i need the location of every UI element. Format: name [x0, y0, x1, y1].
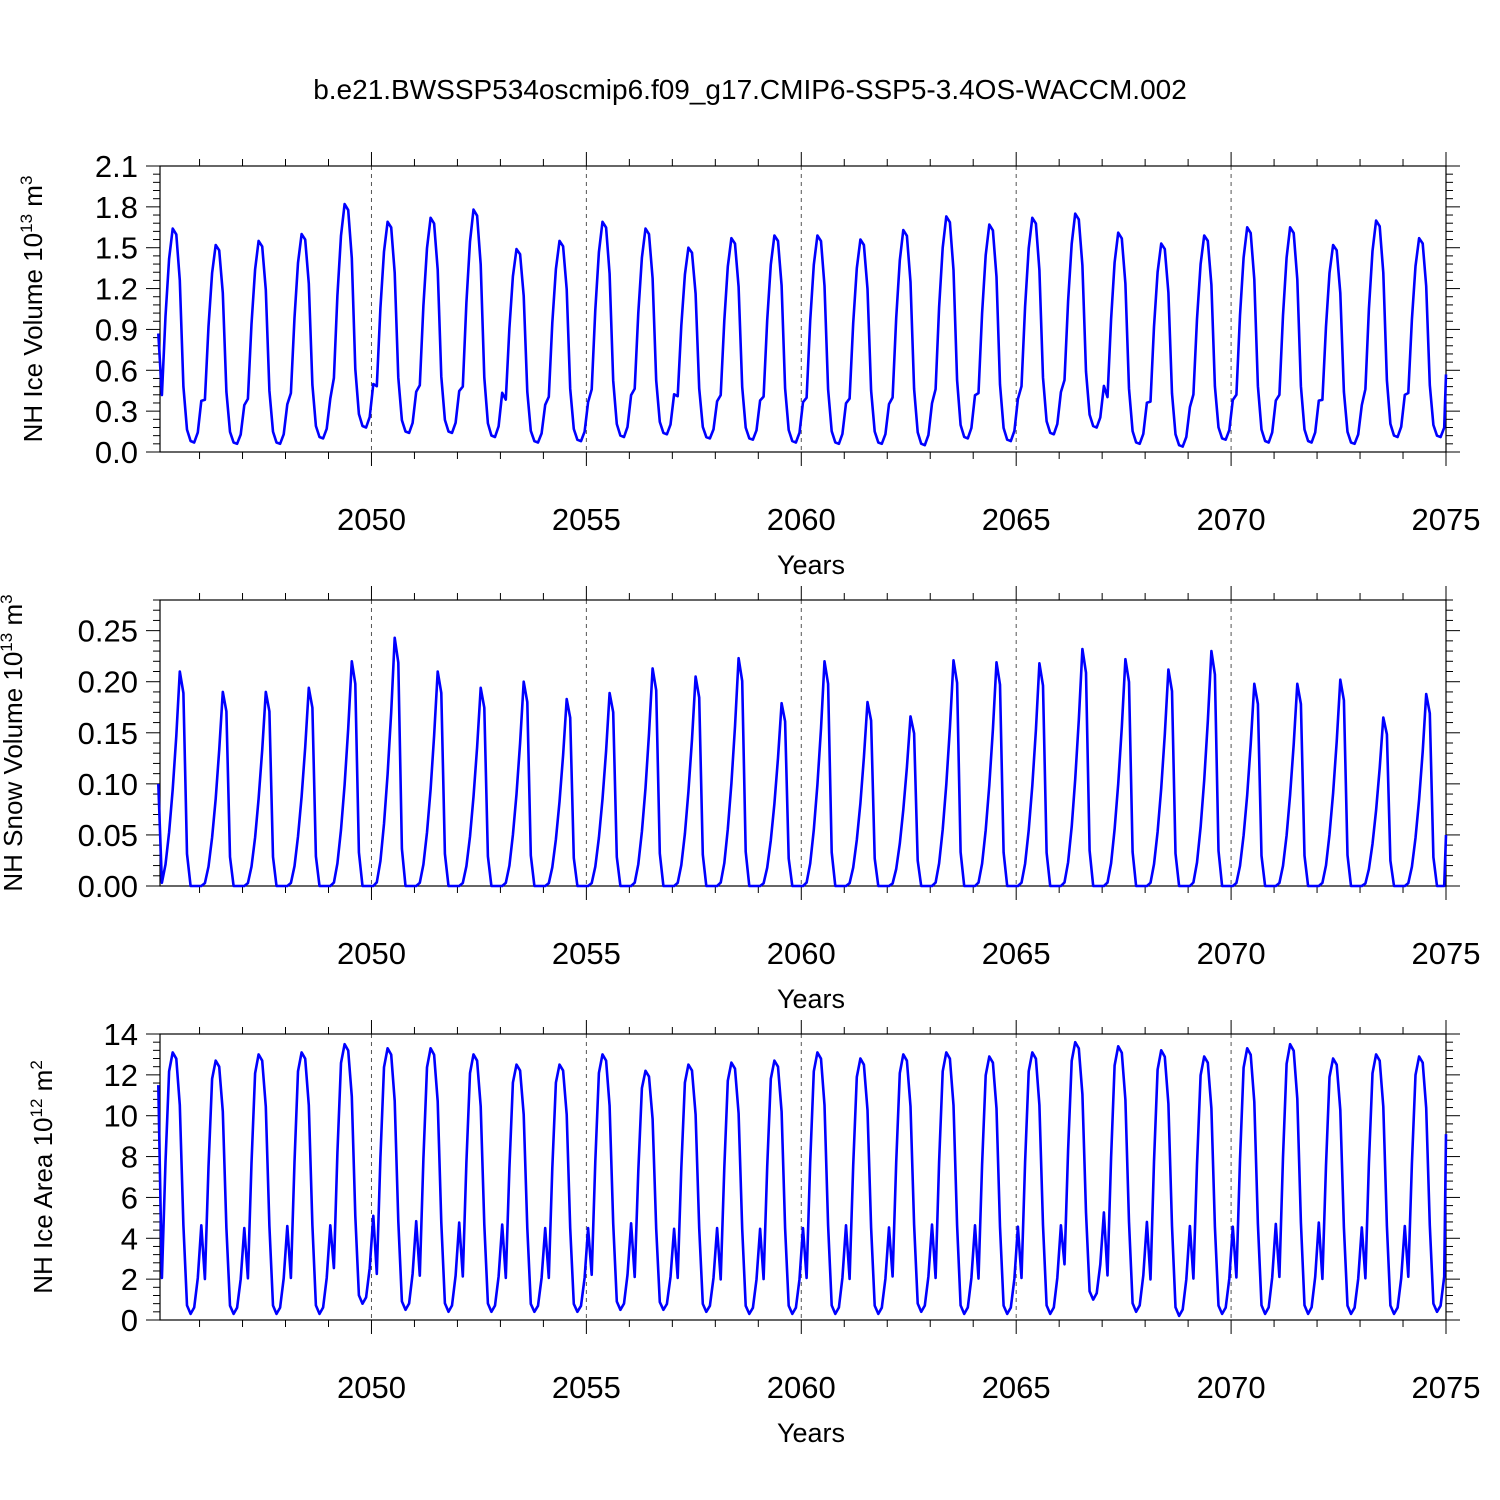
x-tick-label: 2075	[1412, 502, 1481, 537]
y-tick-label: 0.3	[95, 394, 138, 429]
x-tick-label: 2065	[982, 1370, 1051, 1405]
x-tick-label: 2050	[337, 936, 406, 971]
y-tick-label: 0.6	[95, 353, 138, 388]
y-tick-label: 0.0	[95, 435, 138, 470]
x-tick-label: 2055	[552, 1370, 621, 1405]
y-axis-label-main: NH Ice Area 10	[28, 1117, 58, 1293]
x-tick-label: 2070	[1197, 1370, 1266, 1405]
x-axis-label: Years	[777, 1418, 845, 1448]
x-tick-label: 2055	[552, 502, 621, 537]
y-tick-label: 0.10	[78, 767, 138, 802]
y-axis-label-unit-exponent: 3	[0, 594, 16, 603]
series-line-snow-volume	[157, 636, 1448, 888]
y-tick-label: 2.1	[95, 149, 138, 184]
y-tick-label: 8	[121, 1140, 138, 1175]
y-tick-label: 1.5	[95, 231, 138, 266]
x-tick-label: 2060	[767, 1370, 836, 1405]
y-tick-label: 1.2	[95, 272, 138, 307]
panel-ice-volume: 2050 2055 2060 2065 2070 2075 0.0 0.3 0.6 0.9 1.2 1…	[17, 149, 1480, 580]
plot-frame	[159, 165, 1447, 453]
y-axis-label: NH Snow Volume 1013 m3	[0, 594, 28, 891]
y-axis-label: NH Ice Volume 1013 m3	[17, 176, 48, 443]
x-axis-label: Years	[777, 550, 845, 580]
y-tick-label: 4	[121, 1221, 138, 1256]
y-axis-label-unit: m	[28, 1070, 58, 1099]
x-tick-label: 2075	[1412, 936, 1481, 971]
y-tick-label: 2	[121, 1262, 138, 1297]
panel-ice-area: 2050 2055 2060 2065 2070 2075 0 2 4 6 8 10 12 14 Years…	[27, 1017, 1480, 1448]
y-tick-label: 14	[104, 1017, 138, 1052]
y-tick-label: 0.25	[78, 614, 138, 649]
x-tick-label: 2065	[982, 502, 1051, 537]
series-line-ice-volume	[157, 202, 1448, 448]
y-axis-label-exponent: 13	[0, 633, 16, 652]
y-tick-label: 10	[104, 1099, 138, 1134]
chart-title: b.e21.BWSSP534oscmip6.f09_g17.CMIP6-SSP5…	[313, 74, 1187, 105]
x-tick-label: 2050	[337, 502, 406, 537]
y-axis-label-exponent: 13	[17, 214, 36, 233]
y-tick-label: 0.20	[78, 665, 138, 700]
y-tick-label: 0.15	[78, 716, 138, 751]
x-tick-label: 2050	[337, 1370, 406, 1405]
y-axis-label: NH Ice Area 1012 m2	[27, 1060, 58, 1294]
x-tick-label: 2060	[767, 936, 836, 971]
x-tick-label: 2055	[552, 936, 621, 971]
x-tick-label: 2075	[1412, 1370, 1481, 1405]
y-tick-label: 0.00	[78, 869, 138, 904]
y-axis-label-main: NH Ice Volume 10	[18, 233, 48, 443]
y-axis-label-exponent: 12	[27, 1099, 46, 1118]
x-tick-label: 2060	[767, 502, 836, 537]
y-axis-label-unit-exponent: 3	[17, 176, 36, 185]
x-tick-label: 2065	[982, 936, 1051, 971]
panel-snow-volume: 2050 2055 2060 2065 2070 2075 0.00 0.05 0.10 0.15…	[0, 586, 1480, 1014]
y-tick-label: 0.9	[95, 312, 138, 347]
series-line-ice-area	[157, 1040, 1448, 1318]
plot-frame	[159, 599, 1447, 887]
y-axis-label-unit-exponent: 2	[27, 1060, 46, 1069]
y-tick-label: 12	[104, 1058, 138, 1093]
x-axis-label: Years	[777, 984, 845, 1014]
y-tick-label: 6	[121, 1180, 138, 1215]
x-tick-label: 2070	[1197, 936, 1266, 971]
y-tick-label: 1.8	[95, 190, 138, 225]
y-axis-label-unit: m	[18, 185, 48, 214]
x-tick-label: 2070	[1197, 502, 1266, 537]
y-tick-label: 0	[121, 1303, 138, 1338]
y-axis-label-main: NH Snow Volume 10	[0, 652, 28, 892]
y-axis-label-unit: m	[0, 604, 28, 633]
y-tick-label: 0.05	[78, 818, 138, 853]
